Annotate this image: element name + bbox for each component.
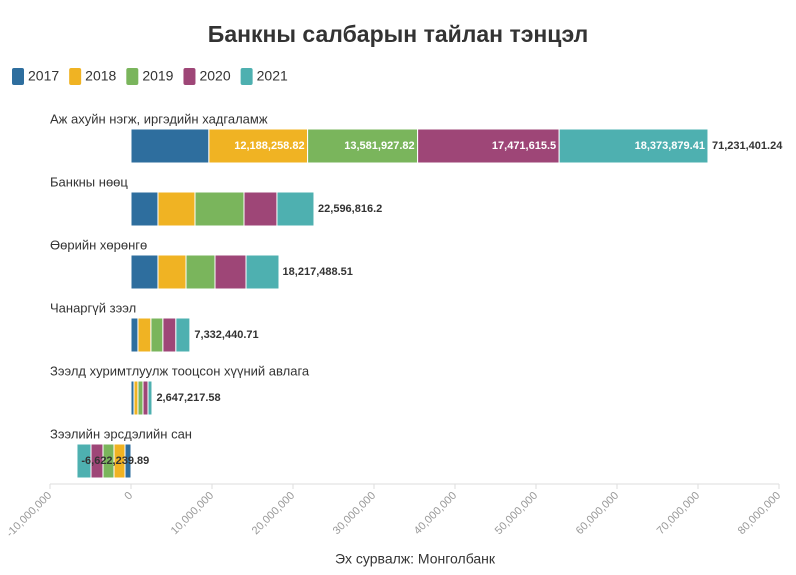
legend-swatch [240,68,253,85]
chart-title: Банкны салбарын тайлан тэнцэл [208,21,588,47]
bar-segment [130,191,159,227]
category-label: Аж ахуйн нэгж, иргэдийн хадгаламж [50,111,268,126]
segment-label: 17,471,615.5 [492,140,556,152]
legend-label: 2020 [199,68,230,84]
legend-swatch [12,68,24,85]
total-label: 18,217,488.51 [283,266,353,278]
legend-swatch [126,68,139,85]
bar-segment [194,191,245,227]
legend-label: 2017 [28,68,59,84]
bar-segment [150,317,164,353]
bar-segment [76,443,92,479]
x-tick-label: 10,000,000 [169,490,216,537]
x-tick-label: 80,000,000 [736,490,783,537]
bar-segment [307,128,419,164]
x-tick-label: 50,000,000 [493,490,540,537]
category-label: Банкны нөөц [50,174,128,189]
bar-segment [142,380,149,416]
x-tick-label: -10,000,000 [4,490,54,540]
legend-swatch [183,68,196,85]
legend-label: 2018 [85,68,116,84]
total-label: 71,231,401.24 [712,140,783,152]
bar-segment [185,254,216,290]
bar-segment [137,317,152,353]
category-label: Чанаргүй зээл [50,300,136,315]
bar-segment [208,128,309,164]
total-label: -6,622,239.89 [81,455,149,467]
bar-segment [276,191,315,227]
legend-swatch [69,68,82,85]
segment-label: 18,373,879.41 [635,140,705,152]
bar-segment [214,254,247,290]
total-label: 2,647,217.58 [156,392,220,404]
category-label: Өөрийн хөрөнгө [50,237,147,252]
bar-segment [157,254,187,290]
segment-label: 13,581,927.82 [344,140,414,152]
x-tick-label: 0 [122,490,135,503]
legend-label: 2019 [142,68,173,84]
bar-segment [558,128,709,164]
x-tick-label: 30,000,000 [331,490,378,537]
x-tick-label: 60,000,000 [574,490,621,537]
bar-segment [175,317,191,353]
source: Эх сурвалж: Монголбанк [335,551,496,567]
total-label: 22,596,816.2 [318,203,382,215]
segment-label: 12,188,258.82 [234,140,304,152]
total-label: 7,332,440.71 [194,329,258,341]
legend-label: 2021 [257,68,288,84]
bar-segment [147,380,153,416]
bar-segment [130,317,139,353]
x-tick-label: 40,000,000 [412,490,459,537]
bar-segment [162,317,177,353]
bar-segment [133,380,139,416]
x-tick-label: 20,000,000 [250,490,297,537]
bar-segment [137,380,144,416]
bar-segment [130,128,210,164]
bar-segment [157,191,196,227]
bar-segment [130,254,159,290]
bar-segment [243,191,278,227]
category-label: Зээлд хуримтлуулж тооцсон хүүний авлага [50,363,310,378]
bar-segment [245,254,280,290]
x-tick-label: 70,000,000 [655,490,702,537]
category-label: Зээлийн эрсдэлийн сан [50,426,192,441]
